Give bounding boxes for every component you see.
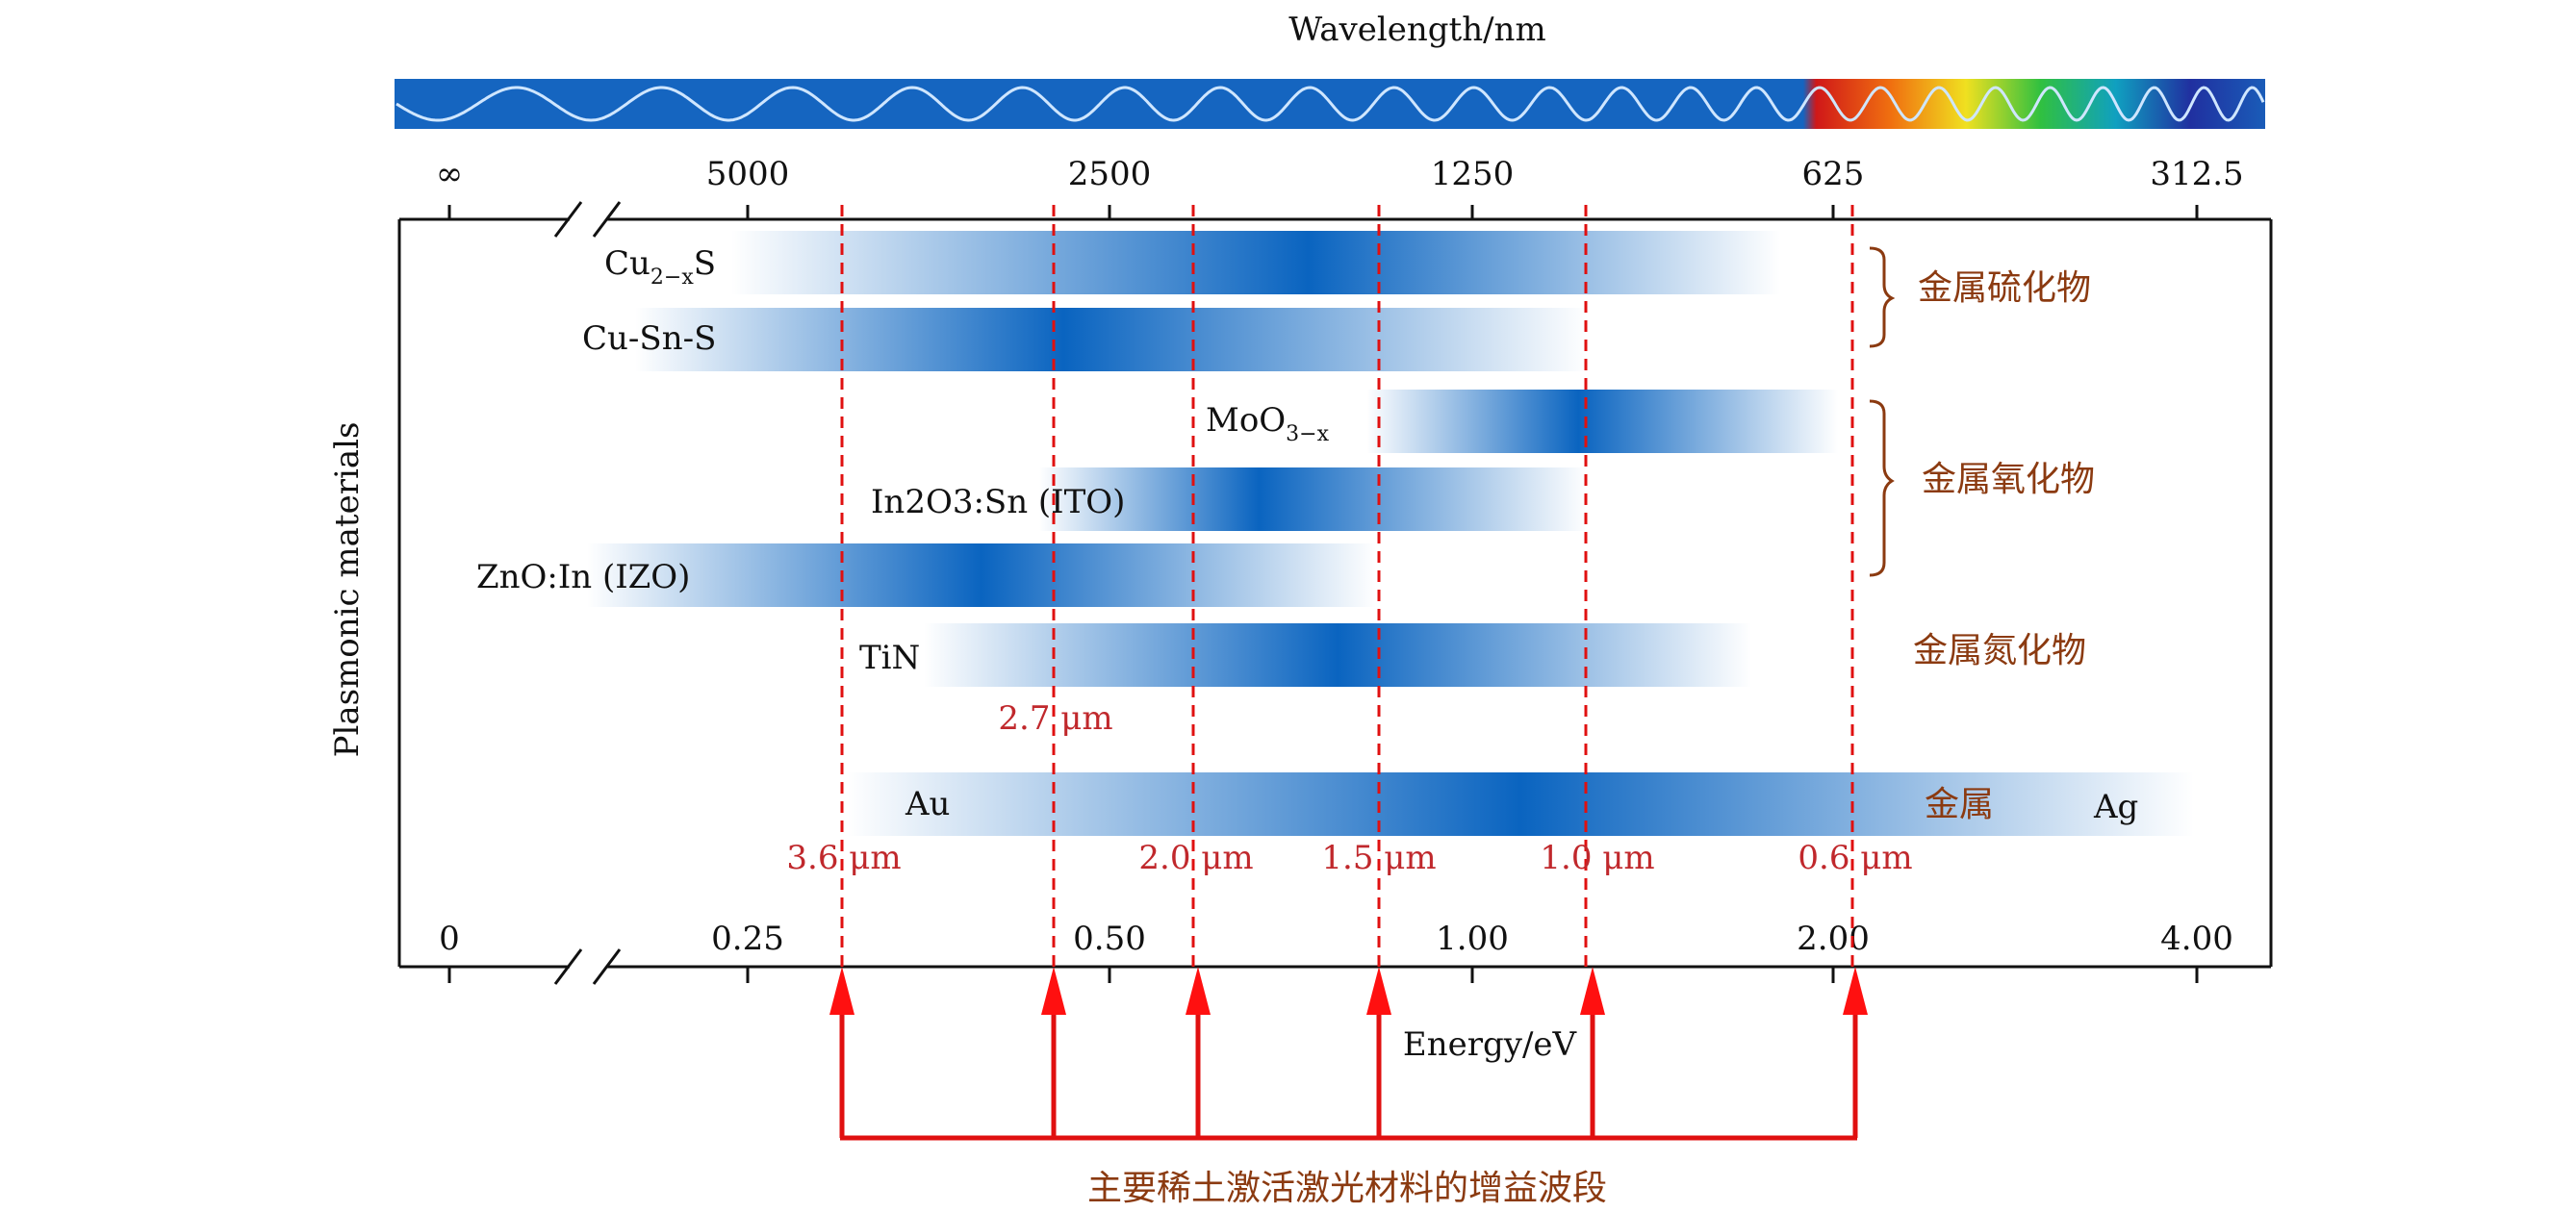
laser-label: 1.5 μm bbox=[1321, 839, 1436, 877]
material-label-cu2xs: Cu2−xS bbox=[604, 244, 716, 290]
group-label-nitride: 金属氮化物 bbox=[1913, 631, 2086, 670]
band-cu2xs bbox=[731, 231, 1780, 294]
wavelength-tick-label: 5000 bbox=[706, 155, 790, 193]
laser-lines bbox=[840, 205, 1854, 967]
laser-label: 2.0 μm bbox=[1138, 839, 1253, 877]
wavelength-tick-label: 2500 bbox=[1068, 155, 1152, 193]
gain-band-arrows bbox=[829, 967, 1868, 1141]
wavelength-tick-label: ∞ bbox=[436, 155, 463, 193]
energy-tick-label: 4.00 bbox=[2160, 920, 2233, 958]
group-label-oxide: 金属氧化物 bbox=[1922, 460, 2095, 499]
energy-tick-label: 1.00 bbox=[1436, 920, 1509, 958]
band-tin bbox=[924, 623, 1751, 687]
wavelength-axis-title: Wavelength/nm bbox=[1288, 11, 1545, 49]
wavelength-tick-label: 312.5 bbox=[2150, 155, 2243, 193]
group-label-metal: 金属 bbox=[1925, 785, 1994, 824]
energy-tick-label: 0.25 bbox=[711, 920, 784, 958]
energy-tick-label: 0.50 bbox=[1073, 920, 1146, 958]
material-label-ag: Ag bbox=[2093, 788, 2138, 826]
group-label-sulfide: 金属硫化物 bbox=[1918, 268, 2091, 308]
band-cusns bbox=[635, 308, 1588, 371]
laser-label: 2.7 μm bbox=[998, 699, 1112, 738]
band-moo3x bbox=[1366, 390, 1838, 453]
wavelength-tick-label: 625 bbox=[1802, 155, 1865, 193]
energy-axis-title: Energy/eV bbox=[1403, 1025, 1578, 1064]
band-au-ag bbox=[847, 772, 2194, 836]
material-label-moo3x: MoO3−x bbox=[1206, 401, 1330, 446]
wavelength-tick-label: 1250 bbox=[1431, 155, 1515, 193]
band-izo bbox=[587, 543, 1376, 607]
energy-tick-label: 2.00 bbox=[1797, 920, 1870, 958]
band-ito bbox=[1039, 467, 1588, 531]
material-label-au: Au bbox=[905, 785, 950, 823]
laser-label: 0.6 μm bbox=[1798, 839, 1912, 877]
material-label-izo: ZnO:In (IZO) bbox=[476, 558, 690, 596]
plot-frame bbox=[397, 219, 2273, 985]
material-label-tin: TiN bbox=[859, 639, 920, 677]
material-label-ito: In2O3:Sn (ITO) bbox=[871, 483, 1125, 521]
laser-label: 1.0 μm bbox=[1540, 839, 1654, 877]
gain-band-caption: 主要稀土激活激光材料的增益波段 bbox=[1087, 1169, 1607, 1208]
material-label-cusns: Cu-Sn-S bbox=[582, 319, 716, 358]
spectrum-wave bbox=[395, 86, 2265, 122]
laser-label: 3.6 μm bbox=[786, 839, 901, 877]
y-axis-label: Plasmonic materials bbox=[328, 422, 367, 758]
energy-tick-label: 0 bbox=[439, 920, 460, 958]
top-axis bbox=[399, 201, 2271, 238]
group-brackets bbox=[1869, 246, 1896, 577]
